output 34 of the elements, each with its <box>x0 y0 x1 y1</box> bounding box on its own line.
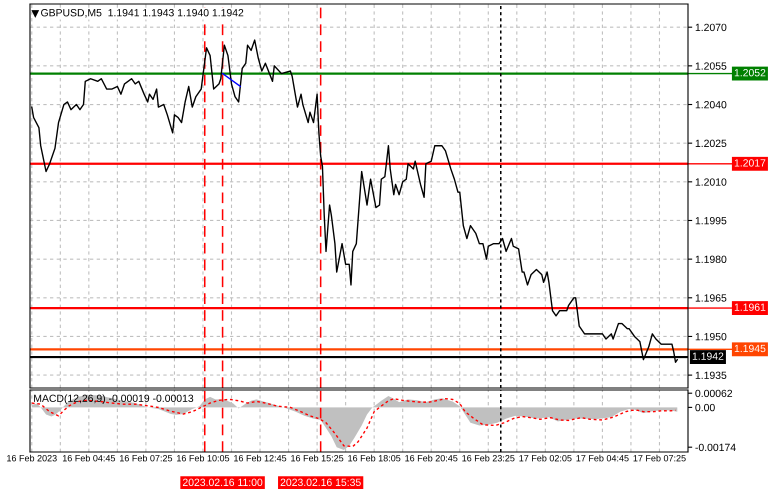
x-tick-label: 16 Feb 23:25 <box>462 454 515 462</box>
x-tick-label: 16 Feb 18:05 <box>348 454 400 462</box>
chart-title: MACD(12,26,9) -0.00019 -0.00013 <box>34 394 194 404</box>
ref-line-label: 1.1961 <box>734 304 766 311</box>
y-tick-label: 0.00 <box>695 404 715 412</box>
ref-line-label: 2023.02.16 11:00 <box>182 478 262 486</box>
ref-line-label: 2023.02.16 15:35 <box>280 478 361 486</box>
chart-title: GBPUSD,M5 1.1941 1.1943 1.1940 1.1942 <box>41 9 244 18</box>
y-tick-label: 0.00062 <box>695 390 732 398</box>
x-tick-label: 16 Feb 12:45 <box>234 454 286 462</box>
x-tick-label: 16 Feb 15:25 <box>291 454 344 462</box>
y-tick-label: 1.2040 <box>696 101 726 108</box>
x-tick-label: 17 Feb 02:05 <box>519 454 572 462</box>
ref-line-label: 1.2017 <box>734 159 766 167</box>
ref-line-label: 1.1942 <box>692 352 724 360</box>
y-tick-label: 1.2055 <box>696 62 726 70</box>
ref-line-label: 1.2052 <box>734 69 766 76</box>
y-tick-label: 1.2070 <box>696 24 726 32</box>
y-tick-label: 1.1965 <box>696 294 726 302</box>
x-tick-label: 16 Feb 2023 <box>7 454 57 462</box>
y-tick-label: 1.1995 <box>696 216 726 224</box>
y-tick-label: 1.1980 <box>696 256 726 264</box>
x-tick-label: 17 Feb 07:25 <box>634 454 686 462</box>
y-tick-label: 1.2025 <box>696 140 726 148</box>
x-tick-label: 16 Feb 10:05 <box>177 454 230 462</box>
x-tick-label: 16 Feb 07:25 <box>120 454 172 462</box>
y-tick-label: 1.1935 <box>696 372 726 379</box>
ref-line-label: 1.1945 <box>734 344 766 352</box>
x-tick-label: 16 Feb 20:45 <box>405 454 458 462</box>
y-tick-label: -0.00174 <box>695 444 736 452</box>
x-tick-label: 16 Feb 04:45 <box>62 454 116 462</box>
x-tick-label: 17 Feb 04:45 <box>576 454 629 462</box>
y-tick-label: 1.2010 <box>696 178 726 186</box>
y-tick-label: 1.1950 <box>696 332 726 340</box>
